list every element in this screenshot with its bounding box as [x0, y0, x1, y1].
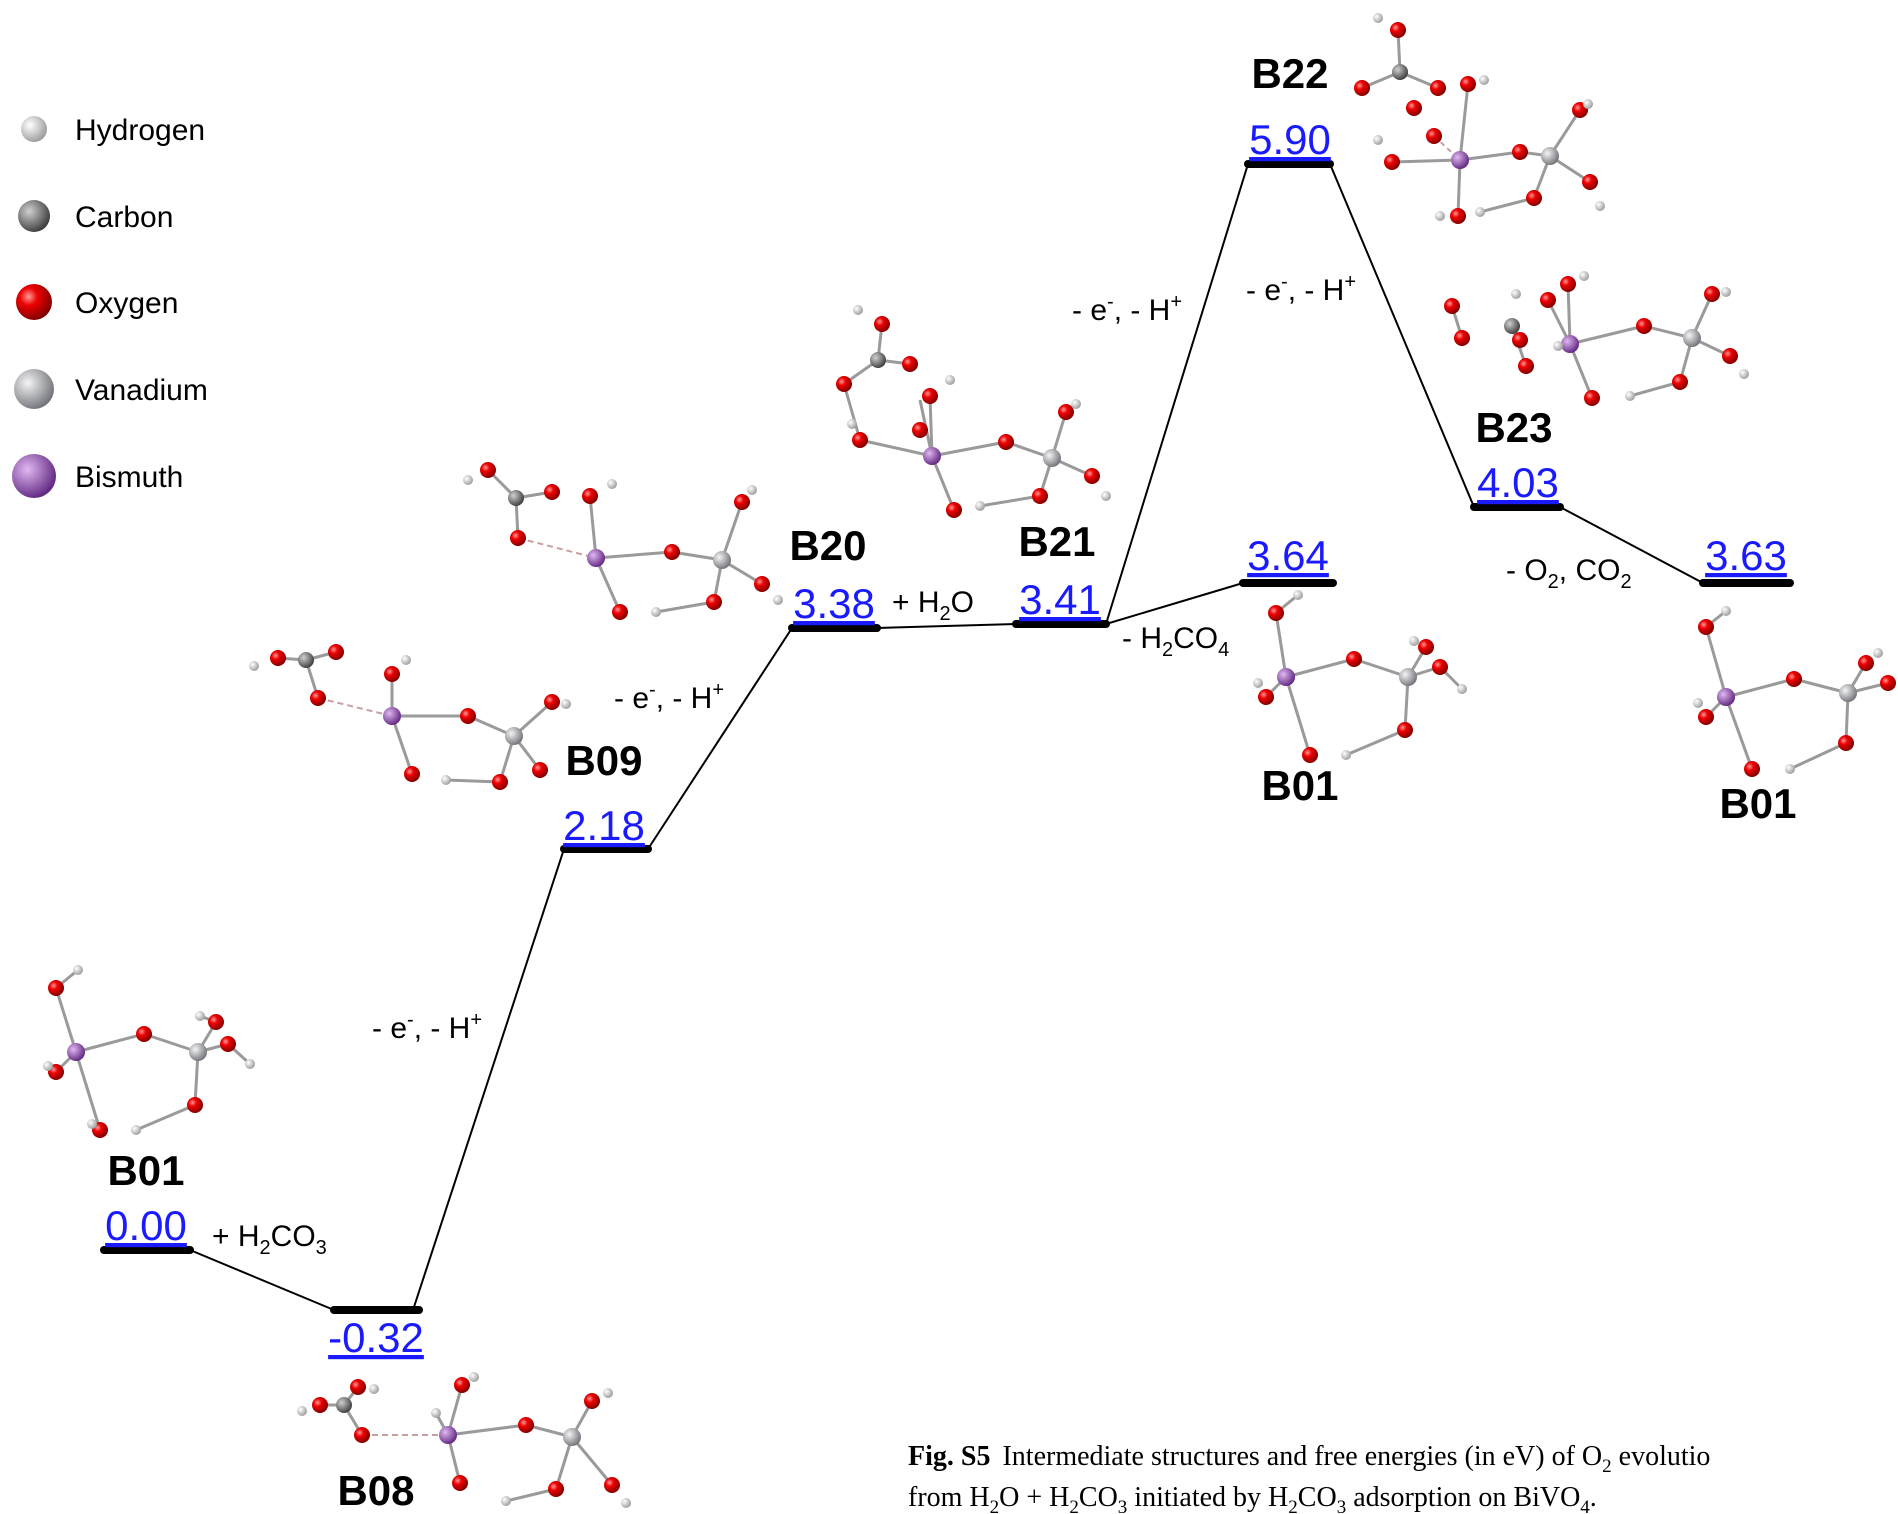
connector-b21-b22 [1105, 163, 1249, 625]
legend-item-hydrogen: Hydrogen [21, 114, 205, 147]
energy-value: 4.03 [1477, 459, 1559, 506]
intermediate-name: B01 [1719, 780, 1796, 827]
intermediate-name: B23 [1475, 404, 1552, 451]
legend-label: Bismuth [75, 461, 183, 494]
caption-text-run: O + H [999, 1482, 1069, 1513]
intermediate-name: B22 [1251, 50, 1328, 97]
legend-label: Vanadium [75, 374, 208, 407]
intermediate-name: B20 [789, 522, 866, 569]
intermediate-name: B01 [107, 1147, 184, 1194]
legend-item-bismuth: Bismuth [12, 454, 183, 498]
carbon-atom-icon [18, 200, 50, 232]
molecule-structure-b21 [836, 305, 1111, 518]
legend-item-vanadium: Vanadium [14, 369, 208, 409]
caption-subscript: 4 [1580, 1497, 1590, 1514]
molecule-structure-b01 [43, 965, 255, 1138]
molecule-structures [43, 13, 1896, 1508]
intermediate-name: B21 [1018, 518, 1095, 565]
legend-label: Carbon [75, 201, 173, 234]
step-label-b20-b21: + H2O [892, 586, 974, 625]
connector-b21-b01 [1105, 582, 1244, 625]
step-label-b01-b08: + H2CO3 [212, 1220, 327, 1259]
caption-subscript: 3 [1118, 1497, 1128, 1514]
intermediate-name: B01 [1261, 762, 1338, 809]
step-label-b22-b23: - e-, - H+ [1246, 271, 1356, 307]
caption-subscript: 2 [1288, 1497, 1298, 1514]
energy-value: 3.41 [1019, 576, 1101, 623]
step-labels: + H2CO3 - e-, - H+ - e-, - H+ + H2O - H2… [212, 271, 1632, 1259]
connector-b01-b08 [189, 1249, 335, 1311]
energy-value: 3.64 [1247, 532, 1329, 579]
caption-line-2: from H2O + H2CO3 initiated by H2CO3 adso… [908, 1482, 1597, 1514]
molecule-structure-b23 [1444, 271, 1749, 406]
caption-line-1: Fig. S5 Intermediate structures and free … [908, 1441, 1710, 1477]
caption-text-run: CO [1298, 1482, 1337, 1513]
energy-values: 0.00 -0.32 2.18 3.38 3.41 5.90 4.03 3.64… [105, 116, 1787, 1361]
vanadium-atom-icon [14, 369, 54, 409]
molecule-structure-b08 [297, 1372, 631, 1508]
step-label-b21-b01: - H2CO4 [1122, 622, 1229, 661]
step-label-b09-b20: - e-, - H+ [614, 679, 724, 715]
legend-item-oxygen: Oxygen [16, 284, 178, 320]
caption-text-run: initiated by H [1127, 1482, 1288, 1513]
molecule-structure-b01-a [1253, 590, 1467, 763]
intermediate-name: B08 [337, 1467, 414, 1514]
caption-text-run: CO [1079, 1482, 1118, 1513]
connector-b23-b01 [1559, 506, 1704, 584]
energy-value: 0.00 [105, 1202, 187, 1249]
bismuth-atom-icon [12, 454, 56, 498]
connector-b22-b23 [1329, 163, 1475, 508]
oxygen-atom-icon [16, 284, 52, 320]
molecule-structure-b09 [249, 644, 571, 790]
energy-value: 3.38 [793, 580, 875, 627]
legend-item-carbon: Carbon [18, 200, 173, 234]
intermediate-labels: B01 B08 B09 B20 B21 B22 B23 B01 B01 [107, 50, 1796, 1514]
connector-b20-b21 [876, 623, 1017, 629]
connector-b09-b20 [647, 627, 793, 850]
hydrogen-atom-icon [21, 116, 47, 142]
intermediate-name: B09 [565, 737, 642, 784]
energy-value: -0.32 [328, 1314, 424, 1361]
connector-b08-b09 [412, 848, 565, 1311]
molecule-structure-b20 [463, 462, 783, 620]
legend-label: Oxygen [75, 287, 178, 320]
caption-subscript: 2 [990, 1497, 1000, 1514]
connectors [189, 163, 1704, 1311]
step-label-b08-b09: - e-, - H+ [372, 1009, 482, 1045]
legend-label: Hydrogen [75, 114, 205, 147]
caption-text-run: from H [908, 1482, 990, 1513]
step-label-b21-b22: - e-, - H+ [1072, 291, 1182, 327]
caption-text-run: . [1590, 1482, 1597, 1513]
molecule-structure-b22 [1354, 13, 1605, 224]
caption-text-run: adsorption on BiVO [1346, 1482, 1580, 1513]
step-label-b23-b01: - O2, CO2 [1506, 554, 1632, 593]
energy-value: 2.18 [563, 802, 645, 849]
molecule-structure-b01-b [1693, 606, 1896, 777]
figure-caption: Fig. S5 Intermediate structures and free … [908, 1441, 1710, 1514]
levels [100, 160, 1794, 1314]
legend: Hydrogen Carbon Oxygen Vanadium Bismuth [12, 114, 208, 498]
caption-subscript: 3 [1337, 1497, 1347, 1514]
energy-value: 3.63 [1705, 532, 1787, 579]
energy-value: 5.90 [1249, 116, 1331, 163]
caption-subscript: 2 [1069, 1497, 1079, 1514]
